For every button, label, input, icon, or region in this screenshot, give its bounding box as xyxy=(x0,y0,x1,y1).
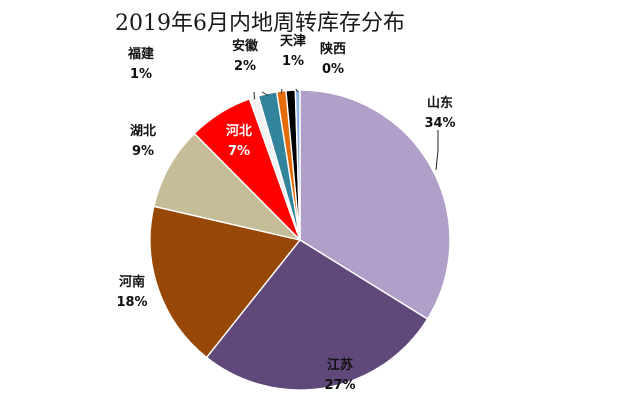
slice-label: 陕西 xyxy=(320,41,346,57)
leader-line xyxy=(295,88,299,93)
leader-line xyxy=(281,88,283,94)
pie-slice xyxy=(153,132,303,242)
slice-percent-label: 34% xyxy=(424,116,455,131)
slice-label: 河南 xyxy=(119,274,145,290)
pie-slices xyxy=(149,89,451,391)
slice-label: 山东 xyxy=(427,95,453,111)
slice-label: 天津 xyxy=(280,33,306,49)
slice-percent-label: 0% xyxy=(322,62,344,77)
slice-percent-label: 2% xyxy=(234,59,256,74)
chart-title: 2019年6月内地周转库存分布 xyxy=(115,11,405,36)
leader-line xyxy=(435,130,439,171)
slice-percent-label: 9% xyxy=(132,144,154,159)
pie-slice xyxy=(294,89,301,241)
slice-percent-label: 27% xyxy=(324,378,355,393)
leader-line xyxy=(261,91,269,96)
pie-slice xyxy=(205,239,429,391)
slice-label: 湖北 xyxy=(130,124,156,139)
slice-label: 河北 xyxy=(226,123,252,139)
pie-slice xyxy=(299,89,451,320)
slice-percent-label: 1% xyxy=(130,67,152,82)
leader-lines xyxy=(253,88,439,171)
slice-label: 福建 xyxy=(127,46,154,62)
slice-percent-label: 7% xyxy=(228,144,250,159)
slice-label: 安徽 xyxy=(232,38,259,54)
slice-percent-label: 1% xyxy=(282,54,304,69)
slice-label: 江苏 xyxy=(327,357,353,373)
data-labels: 山东 34% 江苏 27% 河南 18% 湖北 9% 河北 7% 福建 1% 安徽 2% 天津 1% 陕西 0% xyxy=(116,33,455,393)
slice-percent-label: 18% xyxy=(116,295,147,310)
pie-slice xyxy=(149,205,302,359)
leader-line xyxy=(253,91,255,100)
